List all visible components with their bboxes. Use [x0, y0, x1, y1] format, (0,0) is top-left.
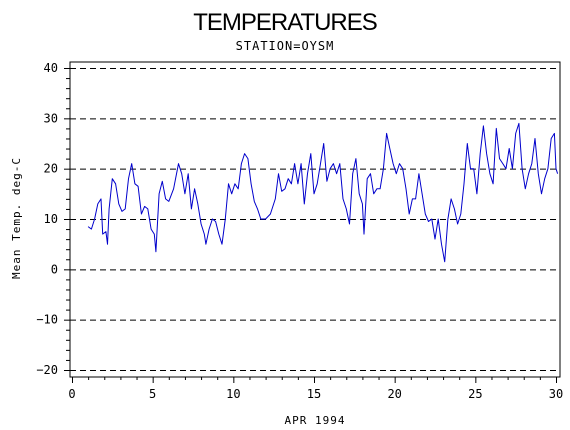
x-tick-label: 20 [387, 387, 401, 401]
y-tick-label: 0 [51, 262, 58, 276]
y-tick-label: −20 [36, 363, 58, 377]
y-tick-label: −10 [36, 313, 58, 327]
y-tick-label: 10 [44, 212, 58, 226]
y-axis-label: Mean Temp. deg-C [10, 157, 23, 279]
series-line [87, 122, 559, 263]
x-tick-label: 15 [307, 387, 321, 401]
x-tick-label: 0 [68, 387, 75, 401]
chart-subtitle: STATION=OYSM [236, 39, 335, 53]
x-tick-label: 25 [468, 387, 482, 401]
series-layer [87, 122, 559, 263]
x-axis-label: APR 1994 [285, 414, 346, 427]
y-gridlines [70, 68, 560, 371]
y-tick-label: 30 [44, 111, 58, 125]
x-axis-ticks: 0 5 10 15 20 25 30 [68, 377, 563, 401]
x-tick-label: 10 [226, 387, 240, 401]
y-tick-label: 20 [44, 162, 58, 176]
x-tick-label: 5 [149, 387, 156, 401]
x-tick-label: 30 [549, 387, 563, 401]
y-tick-label: 40 [44, 61, 58, 75]
chart-title: TEMPERATURES [193, 9, 377, 36]
y-axis-ticks: −20 −10 0 10 20 30 40 [36, 61, 70, 377]
